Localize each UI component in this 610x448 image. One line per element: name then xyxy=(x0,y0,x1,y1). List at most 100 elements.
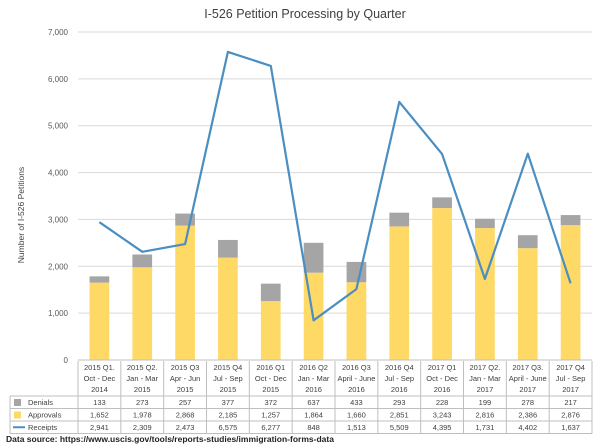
bar-approvals xyxy=(175,225,195,360)
data-label-approvals: 2,868 xyxy=(176,411,195,420)
bar-approvals xyxy=(560,225,581,360)
x-tick-label: 2015 xyxy=(220,385,237,394)
x-tick-label: Jan - Mar xyxy=(126,374,158,383)
data-label-approvals: 2,851 xyxy=(390,411,409,420)
data-label-denials: 133 xyxy=(93,398,106,407)
bar-denials xyxy=(432,197,452,209)
x-tick-label: April - June xyxy=(337,374,375,383)
y-tick-label: 7,000 xyxy=(48,28,69,37)
x-tick-label: 2016 Q2 xyxy=(299,363,328,372)
data-label-receipts: 2,309 xyxy=(133,423,152,432)
y-tick-label: 4,000 xyxy=(48,169,69,178)
data-source-note: Data source: https://www.uscis.gov/tools… xyxy=(6,434,334,444)
data-label-denials: 278 xyxy=(521,398,534,407)
y-tick-label: 5,000 xyxy=(48,122,69,131)
bar-denials xyxy=(560,215,581,226)
data-label-receipts: 5,509 xyxy=(390,423,409,432)
x-tick-label: Apr - Jun xyxy=(170,374,200,383)
data-label-receipts: 4,402 xyxy=(518,423,537,432)
x-tick-label: 2016 Q3 xyxy=(342,363,371,372)
data-label-denials: 377 xyxy=(222,398,235,407)
x-tick-label: 2016 xyxy=(391,385,408,394)
x-tick-label: Oct - Dec xyxy=(84,374,116,383)
data-label-approvals: 1,652 xyxy=(90,411,109,420)
data-label-approvals: 2,386 xyxy=(518,411,537,420)
y-tick-label: 2,000 xyxy=(48,262,69,271)
data-label-receipts: 2,941 xyxy=(90,423,109,432)
x-tick-label: 2016 xyxy=(305,385,322,394)
bar-approvals xyxy=(389,226,410,360)
legend-label-receipts: Receipts xyxy=(28,423,57,432)
bar-denials xyxy=(218,239,238,258)
data-label-receipts: 2,473 xyxy=(176,423,195,432)
x-tick-label: 2015 Q4 xyxy=(214,363,243,372)
data-label-receipts: 848 xyxy=(307,423,320,432)
data-label-receipts: 4,395 xyxy=(433,423,452,432)
data-label-approvals: 2,816 xyxy=(476,411,495,420)
x-tick-label: 2017 xyxy=(519,385,536,394)
bar-denials xyxy=(303,242,324,273)
x-tick-label: Jan - Mar xyxy=(298,374,330,383)
chart-title: I-526 Petition Processing by Quarter xyxy=(204,7,406,21)
bar-denials xyxy=(475,218,495,229)
bar-approvals xyxy=(218,257,238,360)
data-label-receipts: 1,513 xyxy=(347,423,366,432)
bar-approvals xyxy=(475,228,495,360)
data-label-denials: 199 xyxy=(479,398,492,407)
bar-approvals xyxy=(89,282,110,360)
x-tick-label: 2015 xyxy=(262,385,279,394)
data-label-approvals: 1,978 xyxy=(133,411,152,420)
x-tick-label: Jul - Sep xyxy=(384,374,414,383)
bar-approvals xyxy=(432,208,452,360)
x-tick-label: Jul - Sep xyxy=(556,374,586,383)
data-label-approvals: 2,185 xyxy=(219,411,238,420)
x-tick-label: Jan - Mar xyxy=(469,374,501,383)
x-tick-label: 2015 xyxy=(177,385,194,394)
bar-denials xyxy=(89,276,110,283)
y-tick-label: 6,000 xyxy=(48,75,69,84)
legend-label-denials: Denials xyxy=(28,398,53,407)
bar-approvals xyxy=(517,248,538,360)
data-label-denials: 293 xyxy=(393,398,406,407)
legend-label-approvals: Approvals xyxy=(28,411,62,420)
data-label-denials: 433 xyxy=(350,398,363,407)
data-label-approvals: 3,243 xyxy=(433,411,452,420)
bar-denials xyxy=(389,212,410,227)
legend-swatch-denials xyxy=(14,399,21,406)
x-tick-label: Jul - Sep xyxy=(213,374,243,383)
bar-approvals xyxy=(132,267,153,360)
x-tick-label: 2015 Q3 xyxy=(171,363,200,372)
x-tick-label: 2015 Q2. xyxy=(127,363,158,372)
bar-denials xyxy=(132,254,153,268)
data-label-denials: 228 xyxy=(436,398,449,407)
bar-approvals xyxy=(346,282,367,360)
data-label-denials: 257 xyxy=(179,398,192,407)
x-tick-label: 2016 xyxy=(434,385,451,394)
bar-approvals xyxy=(260,301,281,360)
bar-denials xyxy=(260,283,281,302)
data-label-receipts: 1,731 xyxy=(476,423,495,432)
x-tick-label: 2014 xyxy=(91,385,108,394)
x-tick-label: 2017 Q3. xyxy=(512,363,543,372)
y-tick-label: 1,000 xyxy=(48,309,69,318)
bar-denials xyxy=(517,235,538,249)
data-label-approvals: 1,660 xyxy=(347,411,366,420)
x-tick-label: 2017 Q2. xyxy=(469,363,500,372)
x-tick-label: 2017 xyxy=(477,385,494,394)
y-tick-label: 0 xyxy=(64,356,69,365)
data-label-denials: 273 xyxy=(136,398,149,407)
line-receipts xyxy=(98,50,572,322)
data-label-receipts: 6,277 xyxy=(261,423,280,432)
y-tick-label: 3,000 xyxy=(48,215,69,224)
x-tick-label: April - June xyxy=(509,374,547,383)
x-tick-label: Oct - Dec xyxy=(255,374,287,383)
data-label-denials: 372 xyxy=(264,398,277,407)
x-tick-label: 2016 Q1 xyxy=(256,363,285,372)
data-label-receipts: 1,637 xyxy=(561,423,580,432)
x-tick-label: 2015 xyxy=(134,385,151,394)
legend-swatch-approvals xyxy=(14,411,21,419)
x-tick-label: Oct - Dec xyxy=(426,374,458,383)
data-label-denials: 217 xyxy=(564,398,577,407)
data-label-denials: 637 xyxy=(307,398,320,407)
